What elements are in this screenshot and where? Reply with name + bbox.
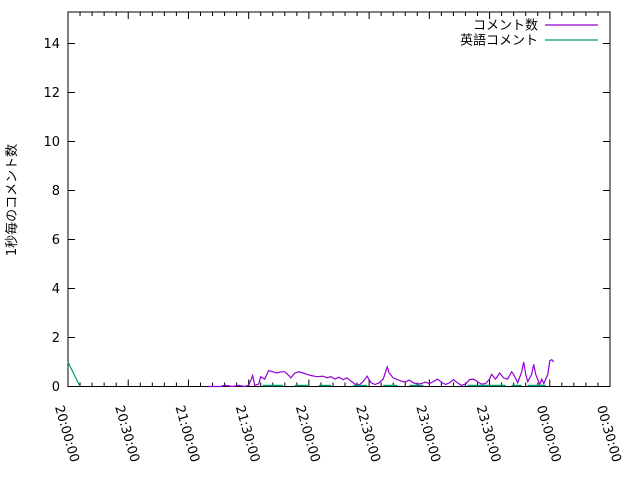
legend: コメント数 英語コメント	[460, 19, 598, 49]
english-comment-polyline	[67, 361, 81, 387]
x-tick-label: 22:00:00	[292, 404, 323, 464]
x-tick-label: 00:30:00	[593, 404, 624, 464]
x-tick-label: 20:00:00	[51, 404, 82, 464]
x-tick-label: 23:00:00	[412, 404, 443, 464]
x-tick-label: 21:00:00	[172, 404, 203, 464]
series-english-comment-line	[67, 361, 546, 387]
comment-count-polyline	[208, 358, 555, 388]
y-tick-label: 8	[52, 184, 60, 199]
x-tick-label: 00:00:00	[533, 404, 564, 464]
y-tick-label: 0	[52, 380, 60, 395]
y-tick-label: 12	[43, 86, 60, 101]
y-tick-label: 10	[43, 135, 60, 150]
y-tick-label: 2	[52, 331, 60, 346]
y-axis-title: 1秒毎のコメント数	[4, 144, 20, 256]
plot-border	[67, 11, 611, 387]
legend-label-comment-count: コメント数	[473, 19, 538, 34]
x-axis-tick-labels: 20:00:00 20:30:00 21:00:00 21:30:00 22:00:00…	[51, 404, 624, 464]
y-axis-tick-labels: 0 2 4 6 8 10 12 14	[43, 37, 60, 395]
y-tick-label: 4	[52, 282, 60, 297]
legend-label-english-comment: 英語コメント	[460, 33, 538, 49]
y-axis-ticks	[68, 43, 610, 387]
y-tick-label: 14	[43, 37, 60, 52]
x-tick-label: 21:30:00	[232, 404, 263, 464]
series-comment-count-line	[208, 358, 555, 388]
x-tick-label: 22:30:00	[352, 404, 383, 464]
x-tick-label: 20:30:00	[111, 404, 142, 464]
x-axis-ticks	[67, 12, 611, 387]
x-tick-label: 23:30:00	[473, 404, 504, 464]
y-tick-label: 6	[52, 233, 60, 248]
